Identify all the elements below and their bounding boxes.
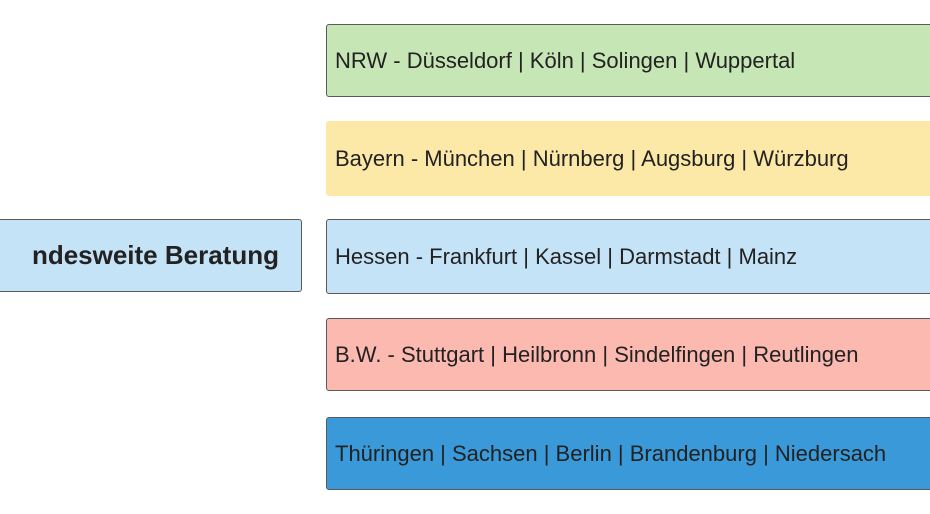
branch-label: Hessen - Frankfurt | Kassel | Darmstadt … [335, 243, 798, 269]
branch-node: Thüringen | Sachsen | Berlin | Brandenbu… [326, 417, 930, 490]
root-node: ndesweite Beratung [0, 219, 302, 292]
branch-label: B.W. - Stuttgart | Heilbronn | Sindelfin… [335, 341, 859, 367]
branch-node: NRW - Düsseldorf | Köln | Solingen | Wup… [326, 24, 930, 97]
branch-label: Bayern - München | Nürnberg | Augsburg |… [335, 145, 849, 171]
branch-node: Bayern - München | Nürnberg | Augsburg |… [326, 121, 930, 196]
root-label: ndesweite Beratung [31, 240, 279, 270]
branch-node: B.W. - Stuttgart | Heilbronn | Sindelfin… [326, 318, 930, 391]
branch-label: Thüringen | Sachsen | Berlin | Brandenbu… [335, 440, 887, 466]
branch-label: NRW - Düsseldorf | Köln | Solingen | Wup… [335, 47, 796, 73]
branch-node: Hessen - Frankfurt | Kassel | Darmstadt … [326, 219, 930, 294]
